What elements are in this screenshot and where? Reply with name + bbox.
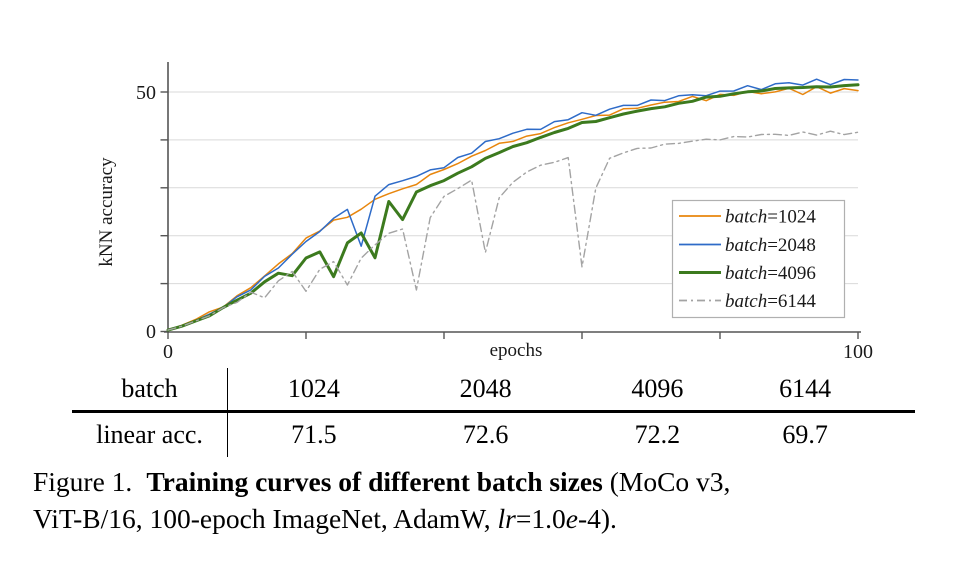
- xtick-label-100: 100: [843, 341, 873, 363]
- table-cell: 69.7: [782, 420, 828, 449]
- results-table: batch 1024 2048 4096 6144 linear acc. 71…: [72, 368, 915, 457]
- table-row-header: batch: [72, 368, 228, 410]
- table-row-header: linear acc.: [72, 413, 228, 457]
- axes: [160, 62, 861, 339]
- caption-figure-label: Figure 1.: [33, 466, 133, 497]
- legend-label: batch=4096: [725, 263, 816, 284]
- ytick-label-50: 50: [136, 82, 156, 104]
- table-row: batch 1024 2048 4096 6144: [72, 368, 915, 410]
- legend-label: batch=6144: [725, 291, 816, 312]
- caption-text: =1.0: [515, 503, 566, 534]
- figure-caption: Figure 1. Training curves of different ba…: [33, 463, 968, 537]
- table-rule: [72, 410, 915, 413]
- xtick-label-0: 0: [163, 341, 173, 363]
- table-cell: 72.6: [462, 420, 509, 449]
- chart-line-batch-6144: [167, 130, 859, 331]
- series-lines: [166, 78, 860, 332]
- legend-label: batch=1024: [725, 207, 816, 228]
- table-cell: 4096: [631, 374, 684, 403]
- caption-bold-text: Training curves of different batch sizes: [146, 466, 603, 497]
- chart-line-batch-4096: [166, 83, 860, 332]
- ytick-label-0: 0: [146, 321, 156, 343]
- table-row: linear acc. 71.5 72.6 72.2 69.7: [72, 413, 915, 457]
- table-cell: 72.2: [634, 420, 681, 449]
- table-cell: 1024: [287, 374, 340, 403]
- training-curves-chart: batch=1024 batch=2048 batch=4096 batch=6144…: [96, 62, 873, 363]
- chart-line-batch-2048: [167, 78, 859, 331]
- caption-text: ViT-B/16, 100-epoch ImageNet, AdamW,: [33, 503, 498, 534]
- table-cell: 71.5: [291, 420, 337, 449]
- table-cell: 6144: [779, 374, 832, 403]
- xaxis-title: epochs: [490, 340, 543, 361]
- caption-text: (MoCo v3,: [602, 466, 731, 497]
- caption-e-italic: e: [565, 503, 578, 534]
- legend-label: batch=2048: [725, 235, 816, 256]
- caption-text: -4).: [577, 503, 617, 534]
- legend-box: [671, 199, 846, 319]
- table-cell: 2048: [459, 374, 512, 403]
- yaxis-title: kNN accuracy: [96, 157, 117, 267]
- legend: batch=1024 batch=2048 batch=4096 batch=6144: [671, 199, 846, 319]
- caption-lr-italic: lr: [497, 503, 516, 534]
